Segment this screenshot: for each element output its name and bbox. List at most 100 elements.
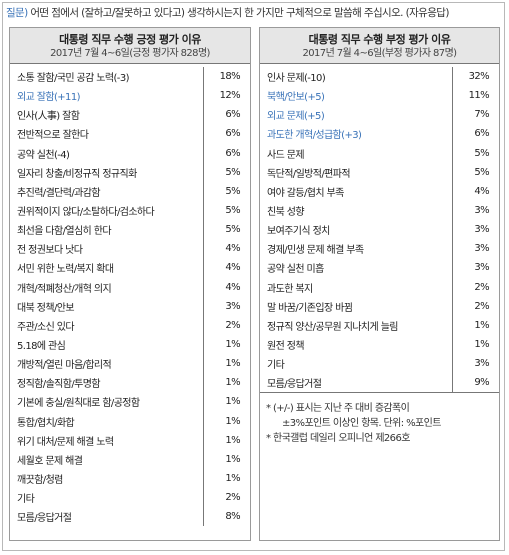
negative-panel-title: 대통령 직무 수행 부정 평가 이유 <box>308 33 451 46</box>
reason-percent: 32% <box>452 67 499 87</box>
reason-percent: 4% <box>203 258 250 278</box>
table-row: 공약 실천(-4) 6% <box>10 143 250 163</box>
reason-label: 인사(人事) 잘함 <box>17 111 80 123</box>
table-row: 일자리 창출/비정규직 정규직화 5% <box>10 162 250 182</box>
reason-label: 인사 문제(-10) <box>267 73 326 85</box>
table-row: 개방적/열린 마음/합리적 1% <box>10 354 250 374</box>
table-row: 기본에 충실/원칙대로 함/공정함 1% <box>10 392 250 412</box>
table-row: 여야 갈등/협치 부족 4% <box>260 181 499 201</box>
reason-label: 외교 잘함(+11) <box>17 92 80 104</box>
reason-label: 친북 성향 <box>267 207 305 219</box>
reason-percent: 7% <box>452 105 499 125</box>
table-row: 깨끗함/청렴 1% <box>10 468 250 489</box>
table-row: 권위적이지 않다/소탈하다/검소하다 5% <box>10 200 250 221</box>
reason-percent: 6% <box>203 105 250 125</box>
reason-percent: 6% <box>203 124 250 144</box>
reason-label: 경제/민생 문제 해결 부족 <box>267 245 364 257</box>
reason-label: 외교 문제(+5) <box>267 111 325 123</box>
table-row: 모름/응답거절 9% <box>260 373 499 393</box>
table-row: 정직함/솔직함/투명함 1% <box>10 373 250 393</box>
reason-percent: 1% <box>203 354 250 374</box>
table-row: 보여주기식 정치 3% <box>260 220 499 240</box>
table-row: 추진력/결단력/과감함 5% <box>10 181 250 201</box>
table-row: 외교 문제(+5) 7% <box>260 105 499 125</box>
reason-label: 위기 대처/문제 해결 노력 <box>17 436 114 448</box>
reason-label: 소통 잘함/국민 공감 노력(-3) <box>17 73 129 85</box>
reason-label: 5.18에 관심 <box>17 341 66 353</box>
question-body: 어떤 점에서 (잘하고/잘못하고 있다고) 생각하시는지 한 가지만 구체적으로… <box>27 7 449 19</box>
table-row: 전반적으로 잘한다 6% <box>10 124 250 144</box>
reason-percent: 2% <box>452 296 499 316</box>
table-row: 최선을 다함/열심히 한다 5% <box>10 220 250 240</box>
reason-percent: 5% <box>203 181 250 201</box>
reason-percent: 3% <box>203 296 250 316</box>
reason-percent: 5% <box>203 162 250 182</box>
reason-percent: 2% <box>203 315 250 335</box>
reason-percent: 1% <box>203 373 250 393</box>
reason-label: 모름/응답거절 <box>267 379 322 391</box>
reason-label: 깨끗함/청렴 <box>17 475 63 487</box>
negative-reasons-list: 인사 문제(-10) 32% 북핵/안보(+5) 11% 외교 문제(+5) 7% 과도한 … <box>260 67 499 393</box>
reason-label: 전반적으로 잘한다 <box>17 130 89 142</box>
negative-panel-subtitle: 2017년 7월 4~6일(부정 평가자 87명) <box>302 48 458 59</box>
table-row: 외교 잘함(+11) 12% <box>10 86 250 106</box>
question-text: 질문) 어떤 점에서 (잘하고/잘못하고 있다고) 생각하시는지 한 가지만 구… <box>6 5 506 20</box>
table-row: 주관/소신 있다 2% <box>10 315 250 335</box>
table-row: 전 정권보다 낫다 4% <box>10 239 250 259</box>
reason-percent: 4% <box>203 239 250 259</box>
reason-label: 서민 위한 노력/복지 확대 <box>17 264 114 276</box>
reason-percent: 3% <box>452 258 499 278</box>
reason-label: 원전 정책 <box>267 341 305 353</box>
table-row: 모름/응답거절 8% <box>10 507 250 527</box>
reason-label: 북핵/안보(+5) <box>267 92 325 104</box>
positive-reasons-panel: 대통령 직무 수행 긍정 평가 이유 2017년 7월 4~6일(긍정 평가자 … <box>9 27 251 541</box>
reason-label: 공약 실천(-4) <box>17 149 70 161</box>
table-row: 위기 대처/문제 해결 노력 1% <box>10 430 250 450</box>
table-row: 세월호 문제 해결 1% <box>10 449 250 469</box>
reason-label: 말 바꿈/기존입장 바뀜 <box>267 302 353 314</box>
reason-label: 보여주기식 정치 <box>267 226 330 238</box>
negative-reasons-panel: 대통령 직무 수행 부정 평가 이유 2017년 7월 4~6일(부정 평가자 … <box>259 27 500 541</box>
footnote-line: * (+/-) 표시는 지난 주 대비 증감폭이 <box>266 403 410 414</box>
reason-label: 최선을 다함/열심히 한다 <box>17 226 112 238</box>
table-row: 서민 위한 노력/복지 확대 4% <box>10 258 250 278</box>
table-row: 독단적/일방적/편파적 5% <box>260 162 499 182</box>
reason-percent: 5% <box>203 220 250 240</box>
reason-percent: 3% <box>452 220 499 240</box>
question-tag: 질문) <box>6 7 28 19</box>
reason-label: 통합/협치/화합 <box>17 417 75 429</box>
reason-label: 권위적이지 않다/소탈하다/검소하다 <box>17 207 155 219</box>
table-row: 인사(人事) 잘함 6% <box>10 105 250 125</box>
table-row: 인사 문제(-10) 32% <box>260 67 499 87</box>
table-row: 대북 정책/안보 3% <box>10 296 250 316</box>
reason-percent: 1% <box>203 334 250 355</box>
footnote-line: ±3%포인트 이상인 항목. 단위: %포인트 <box>282 418 441 429</box>
reason-label: 대북 정책/안보 <box>17 302 75 314</box>
reason-percent: 9% <box>452 373 499 393</box>
reason-label: 모름/응답거절 <box>17 513 72 525</box>
table-row: 기타 2% <box>10 488 250 508</box>
table-row: 개혁/적폐청산/개혁 의지 4% <box>10 277 250 297</box>
table-row: 과도한 복지 2% <box>260 277 499 297</box>
negative-panel-header: 대통령 직무 수행 부정 평가 이유 2017년 7월 4~6일(부정 평가자 … <box>260 28 499 64</box>
reason-percent: 6% <box>452 124 499 144</box>
reason-label: 공약 실천 미흡 <box>267 264 324 276</box>
reason-percent: 4% <box>203 277 250 297</box>
table-row: 말 바꿈/기존입장 바뀜 2% <box>260 296 499 316</box>
reason-percent: 11% <box>452 86 499 106</box>
reason-percent: 2% <box>452 277 499 297</box>
table-row: 과도한 개혁/성급함(+3) 6% <box>260 124 499 144</box>
reason-percent: 1% <box>203 411 250 431</box>
reason-label: 기타 <box>17 494 35 506</box>
reason-label: 사드 문제 <box>267 149 305 161</box>
reason-label: 세월호 문제 해결 <box>17 455 83 467</box>
table-row: 경제/민생 문제 해결 부족 3% <box>260 239 499 259</box>
reason-percent: 1% <box>203 392 250 412</box>
reason-percent: 12% <box>203 86 250 106</box>
positive-panel-title: 대통령 직무 수행 긍정 평가 이유 <box>59 33 201 46</box>
reason-label: 과도한 복지 <box>267 283 313 295</box>
reason-percent: 5% <box>452 162 499 182</box>
table-row: 정규직 양산/공무원 지나치게 늘림 1% <box>260 315 499 335</box>
table-row: 소통 잘함/국민 공감 노력(-3) 18% <box>10 67 250 87</box>
positive-reasons-list: 소통 잘함/국민 공감 노력(-3) 18% 외교 잘함(+11) 12% 인사(人事)… <box>10 67 250 527</box>
